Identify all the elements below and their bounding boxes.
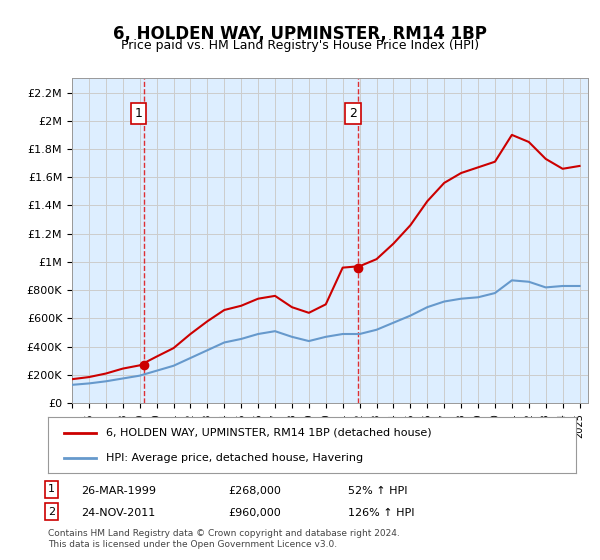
Text: HPI: Average price, detached house, Havering: HPI: Average price, detached house, Have…	[106, 452, 363, 463]
Text: 1: 1	[48, 484, 55, 494]
Text: Contains HM Land Registry data © Crown copyright and database right 2024.
This d: Contains HM Land Registry data © Crown c…	[48, 529, 400, 549]
Text: £960,000: £960,000	[228, 508, 281, 519]
Text: 6, HOLDEN WAY, UPMINSTER, RM14 1BP: 6, HOLDEN WAY, UPMINSTER, RM14 1BP	[113, 25, 487, 43]
Text: £268,000: £268,000	[228, 486, 281, 496]
Text: 24-NOV-2011: 24-NOV-2011	[81, 508, 155, 519]
Text: 26-MAR-1999: 26-MAR-1999	[81, 486, 156, 496]
Text: 6, HOLDEN WAY, UPMINSTER, RM14 1BP (detached house): 6, HOLDEN WAY, UPMINSTER, RM14 1BP (deta…	[106, 428, 432, 438]
Text: 126% ↑ HPI: 126% ↑ HPI	[348, 508, 415, 519]
Text: 1: 1	[134, 107, 142, 120]
Text: 52% ↑ HPI: 52% ↑ HPI	[348, 486, 407, 496]
Text: 2: 2	[349, 107, 357, 120]
Text: 2: 2	[48, 507, 55, 517]
Text: Price paid vs. HM Land Registry's House Price Index (HPI): Price paid vs. HM Land Registry's House …	[121, 39, 479, 52]
